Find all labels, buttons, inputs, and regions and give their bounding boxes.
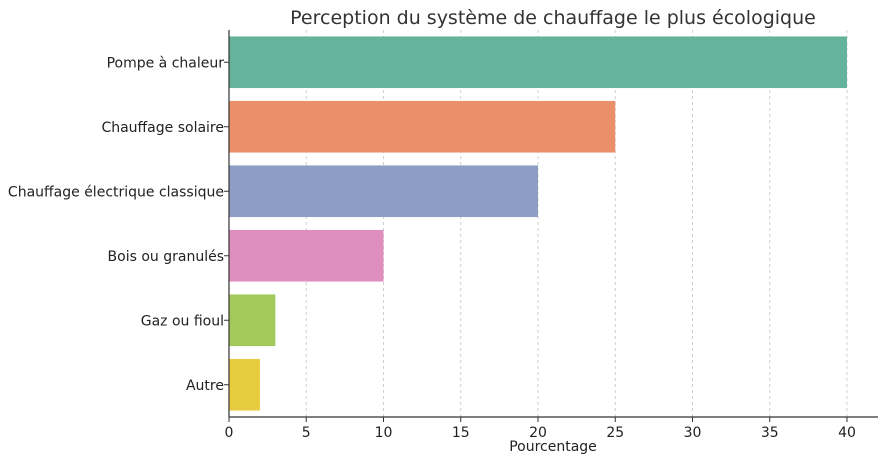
bar xyxy=(229,294,276,347)
ticks-layer: 0 5 10 15 20 25 30 35 40 xyxy=(224,61,856,441)
x-axis-label: Pourcentage xyxy=(509,439,597,455)
bar xyxy=(229,229,384,282)
category-label: Gaz ou fioul xyxy=(141,313,224,329)
x-tick-label: 10 xyxy=(375,425,393,441)
x-tick-label: 40 xyxy=(838,425,856,441)
bar xyxy=(229,100,616,153)
bar xyxy=(229,165,538,218)
category-label: Autre xyxy=(186,378,224,394)
category-label: Bois ou granulés xyxy=(108,249,224,265)
category-label: Pompe à chaleur xyxy=(107,55,225,71)
bars-layer xyxy=(229,36,847,411)
x-tick-label: 35 xyxy=(761,425,779,441)
x-tick-label: 20 xyxy=(529,425,547,441)
x-tick-label: 0 xyxy=(225,425,234,441)
bar xyxy=(229,36,847,89)
category-label: Chauffage électrique classique xyxy=(8,184,224,200)
x-tick-label: 15 xyxy=(452,425,470,441)
x-tick-label: 5 xyxy=(302,425,311,441)
bar xyxy=(229,358,260,411)
category-label: Chauffage solaire xyxy=(101,120,224,136)
category-labels: Pompe à chaleur Chauffage solaire Chauffag… xyxy=(8,55,224,394)
chart-title: Perception du système de chauffage le pl… xyxy=(290,7,816,29)
x-tick-label: 25 xyxy=(606,425,624,441)
x-tick-label: 30 xyxy=(684,425,702,441)
grid-layer xyxy=(305,30,848,417)
